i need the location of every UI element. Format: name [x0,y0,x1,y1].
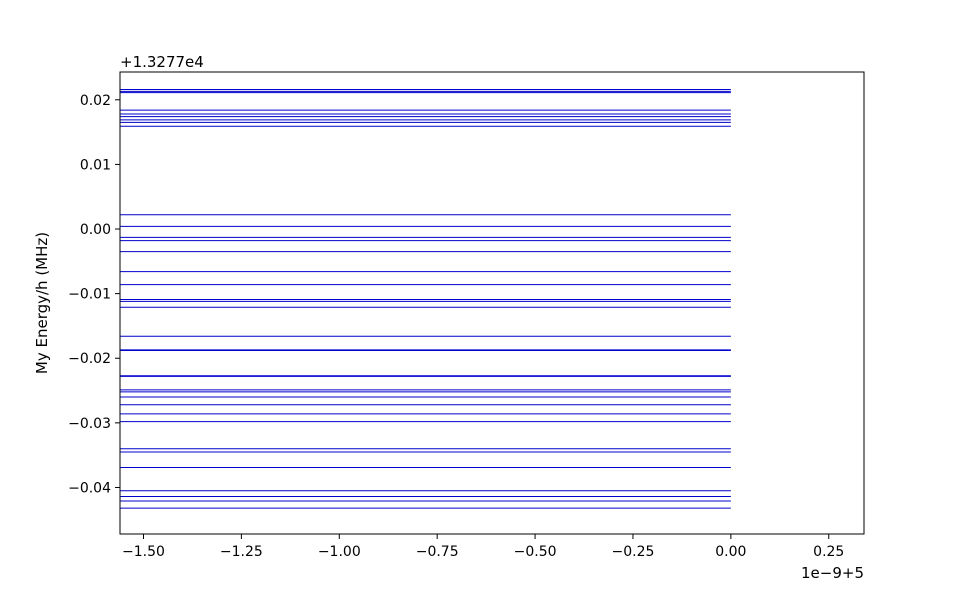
x-tick-label: −1.00 [318,544,361,560]
y-tick-label: −0.02 [68,351,111,367]
y-tick-label: −0.01 [68,287,111,303]
y-tick-label: −0.04 [68,480,111,496]
x-tick-label: −0.25 [612,544,655,560]
y-tick-label: 0.02 [80,93,111,109]
x-tick-label: 0.00 [715,544,746,560]
x-axis-ticks: −1.50 −1.25 −1.00 −0.75 −0.50 −0.25 0.00 0.25 [122,534,844,560]
y-axis-label: My Energy/h (MHz) [33,232,51,374]
x-tick-label: 0.25 [813,544,844,560]
y-axis-ticks: −0.04 −0.03 −0.02 −0.01 0.00 0.01 0.02 [68,93,120,496]
x-tick-label: −1.50 [122,544,165,560]
y-offset-text: +1.3277e4 [120,53,204,71]
y-tick-label: 0.01 [80,157,111,173]
x-tick-label: −0.50 [514,544,557,560]
y-tick-label: 0.00 [80,222,111,238]
y-tick-label: −0.03 [68,416,111,432]
plot-frame [119,71,865,535]
energy-levels [120,88,731,509]
x-offset-text: 1e−9+5 [801,564,864,582]
x-tick-label: −1.25 [220,544,263,560]
x-tick-label: −0.75 [416,544,459,560]
